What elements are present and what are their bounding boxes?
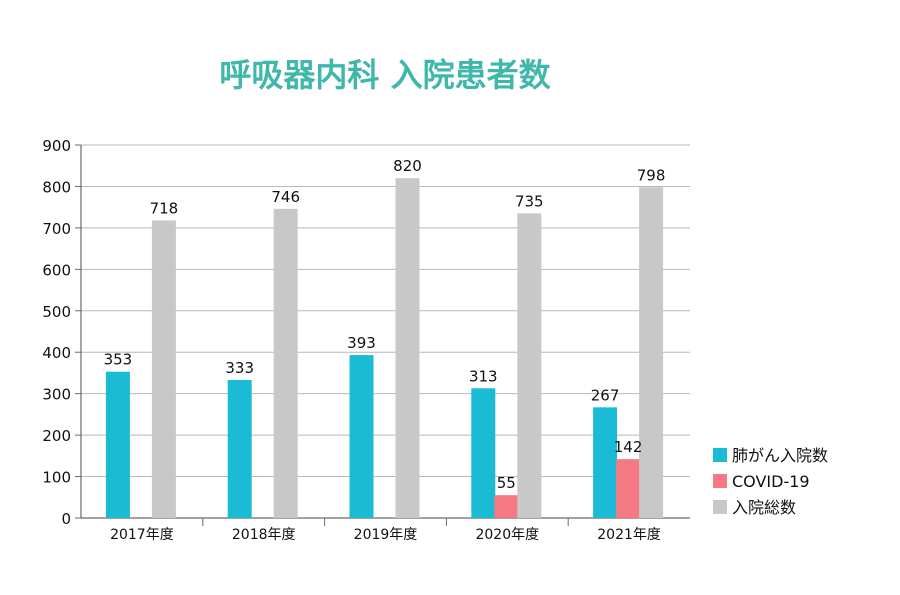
- bar-肺がん入院数-2020年度: [471, 388, 496, 518]
- legend-label-0: 肺がん入院数: [732, 446, 828, 465]
- bar-肺がん入院数-2017年度: [105, 371, 130, 518]
- grid-lines: [81, 144, 690, 519]
- bar-value-label: 142: [614, 438, 643, 456]
- legend-swatch-1: [713, 474, 727, 488]
- bar-value-label: 353: [104, 351, 133, 369]
- bar-入院総数-2017年度: [151, 220, 176, 518]
- x-axis-tick-label: 2020年度: [475, 527, 539, 543]
- bar-肺がん入院数-2021年度: [593, 407, 618, 518]
- legend-label-2: 入院総数: [732, 498, 796, 517]
- x-axis-tick-label: 2017年度: [110, 527, 174, 543]
- y-axis-tick-label: 300: [42, 386, 71, 404]
- legend-swatch-0: [713, 448, 727, 462]
- bar-value-label: 798: [637, 166, 666, 184]
- bar-value-label: 735: [515, 192, 544, 210]
- y-axis-tick-label: 700: [42, 220, 71, 238]
- legend-label-1: COVID-19: [732, 472, 810, 491]
- bar-value-label: 718: [150, 199, 179, 217]
- bar-肺がん入院数-2019年度: [349, 355, 374, 518]
- data-labels: 353 333 393 313 267 55 142 718 746 820 735 798: [104, 157, 666, 492]
- bar-value-label: 55: [497, 474, 516, 492]
- y-axis-tick-label: 800: [42, 178, 71, 196]
- y-axis-tick-label: 400: [42, 344, 71, 362]
- bar-value-label: 820: [393, 157, 422, 175]
- bar-value-label: 393: [347, 334, 376, 352]
- legend: 肺がん入院数 COVID-19 入院総数: [713, 446, 828, 517]
- bar-COVID-19-2020年度: [494, 495, 519, 518]
- y-axis-tick-label: 600: [42, 261, 71, 279]
- x-axis-tick-label: 2019年度: [354, 527, 418, 543]
- bar-入院総数-2020年度: [517, 213, 542, 518]
- y-axis-tick-label: 100: [42, 469, 71, 487]
- bar-入院総数-2021年度: [639, 187, 664, 519]
- bar-value-label: 313: [469, 367, 498, 385]
- y-axis-tick-label: 900: [42, 137, 71, 155]
- bar-value-label: 746: [271, 188, 300, 206]
- y-axis-tick-label: 200: [42, 427, 71, 445]
- bar-入院総数-2018年度: [273, 208, 298, 518]
- chart-title: 呼吸器内科 入院患者数: [219, 56, 551, 94]
- bar-COVID-19-2021年度: [616, 459, 641, 518]
- bar-入院総数-2019年度: [395, 178, 420, 518]
- y-axis-tick-label: 0: [61, 510, 71, 528]
- x-axis-tick-label: 2021年度: [597, 527, 661, 543]
- y-axis-tick-label: 500: [42, 303, 71, 321]
- legend-swatch-2: [713, 500, 727, 514]
- bars: [105, 178, 664, 519]
- bar-value-label: 267: [591, 386, 620, 404]
- bar-肺がん入院数-2018年度: [227, 379, 252, 518]
- x-axis-tick-label: 2018年度: [232, 527, 296, 543]
- axes: 0 100 200 300 400 500 600 700 800 900 2017年度 2018年度…: [42, 137, 690, 543]
- bar-value-label: 333: [225, 359, 254, 377]
